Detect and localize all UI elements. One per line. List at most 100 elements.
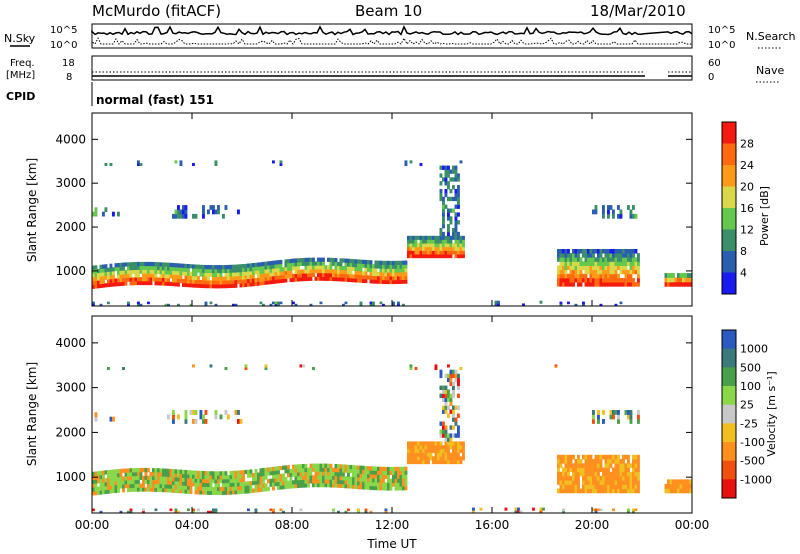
- data-cell: [264, 471, 268, 476]
- data-cell: [397, 486, 400, 491]
- colorbar-segment: [722, 479, 736, 499]
- data-cell: [109, 481, 113, 486]
- data-cell: [169, 274, 173, 279]
- data-cell: [102, 490, 105, 495]
- data-cell: [617, 249, 620, 254]
- data-cell: [284, 263, 288, 268]
- data-cell: [179, 278, 183, 283]
- colorbar-segment: [722, 272, 736, 295]
- data-cell: [619, 484, 623, 490]
- data-cell: [257, 273, 260, 279]
- data-cell: [564, 467, 568, 473]
- data-cell: [377, 470, 380, 475]
- data-cell: [319, 467, 323, 472]
- data-cell: [279, 473, 283, 478]
- data-cell: [589, 282, 593, 287]
- data-cell: [439, 181, 443, 186]
- data-cell: [167, 472, 170, 477]
- data-cell: [259, 479, 263, 485]
- data-cell: [252, 270, 255, 275]
- data-cell: [217, 205, 220, 210]
- data-cell: [139, 265, 143, 270]
- data-cell: [439, 243, 443, 248]
- data-cell: [457, 246, 460, 251]
- data-cell: [577, 459, 580, 464]
- data-cell: [629, 419, 633, 424]
- data-cell: [409, 448, 413, 453]
- data-cell: [674, 281, 678, 287]
- data-cell: [352, 465, 355, 470]
- data-cell: [399, 264, 403, 269]
- data-cell: [287, 266, 290, 271]
- data-cell: [352, 476, 355, 482]
- data-cell: [392, 276, 395, 281]
- data-cell: [594, 475, 598, 481]
- data-cell: [152, 479, 155, 484]
- data-cell: [162, 270, 165, 275]
- data-cell: [594, 459, 598, 464]
- data-cell: [439, 385, 443, 390]
- data-cell: [157, 277, 160, 282]
- data-cell: [449, 460, 453, 465]
- data-cell: [577, 273, 580, 279]
- data-cell: [112, 267, 115, 272]
- data-cell: [607, 484, 610, 490]
- data-cell: [664, 488, 668, 494]
- data-cell: [399, 275, 403, 281]
- data-cell: [144, 280, 148, 286]
- data-cell: [597, 471, 600, 477]
- data-cell: [304, 269, 308, 274]
- data-cell: [214, 272, 218, 277]
- data-cell: [634, 484, 638, 490]
- data-cell: [569, 484, 573, 490]
- data-cell: [632, 261, 635, 266]
- data-cell: [629, 261, 633, 266]
- data-cell: [632, 257, 635, 262]
- data-cell: [184, 414, 188, 420]
- data-cell: [219, 284, 223, 289]
- data-cell: [172, 484, 175, 489]
- data-cell: [202, 209, 205, 215]
- data-cell: [147, 277, 150, 282]
- data-cell: [247, 278, 250, 283]
- data-cell: [92, 475, 95, 480]
- data-cell: [362, 278, 365, 283]
- data-cell: [127, 476, 130, 481]
- data-cell: [382, 272, 385, 277]
- data-cell: [347, 508, 350, 512]
- data-cell: [459, 460, 463, 465]
- data-cell: [224, 265, 228, 270]
- data-cell: [334, 273, 338, 278]
- data-cell: [162, 472, 165, 477]
- data-cell: [267, 280, 270, 285]
- data-cell: [607, 488, 610, 494]
- data-cell: [157, 266, 160, 271]
- data-cell: [447, 437, 450, 442]
- data-cell: [92, 471, 95, 477]
- data-cell: [384, 279, 388, 284]
- data-cell: [284, 465, 288, 470]
- data-cell: [347, 464, 350, 470]
- data-cell: [597, 414, 600, 420]
- data-cell: [584, 459, 588, 464]
- data-cell: [319, 475, 323, 480]
- data-cell: [124, 480, 128, 485]
- data-cell: [339, 464, 343, 469]
- data-cell: [404, 160, 408, 164]
- data-cell: [184, 470, 188, 475]
- data-cell: [582, 301, 585, 305]
- data-cell: [312, 272, 315, 277]
- data-cell: [564, 253, 568, 258]
- data-cell: [112, 211, 115, 217]
- data-cell: [282, 485, 285, 490]
- data-cell: [327, 475, 330, 480]
- data-cell: [414, 254, 418, 259]
- data-cell: [107, 271, 110, 276]
- data-cell: [332, 483, 335, 488]
- data-cell: [204, 280, 208, 285]
- data-cell: [452, 456, 455, 461]
- data-cell: [447, 405, 450, 410]
- data-cell: [619, 301, 623, 305]
- data-cell: [367, 473, 370, 479]
- data-cell: [312, 479, 315, 484]
